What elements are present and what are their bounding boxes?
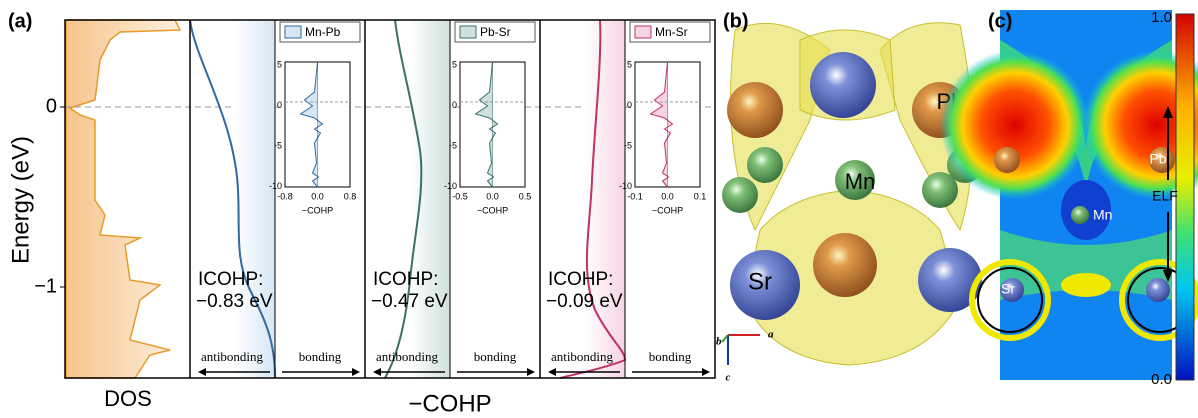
arrow-label: bonding (299, 349, 342, 364)
inset-x-label: −COHP (477, 205, 508, 215)
panel-label: (b) (723, 10, 749, 32)
cohp-band (410, 20, 450, 378)
inset-y-tick: -5 (449, 140, 457, 150)
inset-x-tick: 0.0 (486, 191, 499, 201)
icohp-value: −0.83 eV (196, 291, 273, 312)
legend-label: Pb-Sr (480, 25, 511, 39)
arrow-label: antibonding (376, 349, 439, 364)
cohp-label: −COHP (408, 390, 491, 417)
atom-label: Pb (1149, 151, 1166, 167)
icohp-label: ICOHP: (198, 269, 263, 290)
arrowhead (548, 368, 556, 376)
inset-x-tick: -0.5 (452, 191, 468, 201)
page: {"panels": { "a": {"label": "(a)", "y_ax… (0, 0, 1198, 418)
inset-y-tick: 0 (627, 100, 632, 110)
arrow-label: bonding (474, 349, 517, 364)
icohp-label: ICOHP: (373, 269, 438, 290)
colorbar-tick: 0.0 (1151, 371, 1172, 388)
inset-x-tick: 0.5 (519, 191, 532, 201)
dos-area (66, 20, 180, 378)
y-axis-label: Energy (eV) (7, 136, 34, 264)
panel-label: (a) (8, 10, 32, 32)
icohp-label: ICOHP: (548, 269, 613, 290)
inset-x-tick: -0.8 (277, 191, 293, 201)
cohp-band (235, 20, 275, 378)
inset-y-tick: -5 (624, 140, 632, 150)
inset-x-tick: 0.0 (311, 191, 324, 201)
structure (722, 23, 983, 365)
arrow-label: antibonding (201, 349, 264, 364)
inset-y-tick: 5 (452, 59, 457, 69)
arrow-label: antibonding (551, 349, 614, 364)
inset-y-tick: 5 (627, 59, 632, 69)
inset-x-label: −COHP (652, 205, 683, 215)
inset-x-tick: 0.0 (661, 191, 674, 201)
arrowhead (373, 368, 381, 376)
arrowhead (198, 368, 206, 376)
legend-label: Mn-Sr (655, 25, 688, 39)
inset-y-tick: -10 (619, 181, 632, 191)
axis-label: a (768, 329, 774, 341)
arrow-label: bonding (649, 349, 692, 364)
axis-label: b (716, 336, 722, 348)
atom-label: Sr (1001, 281, 1015, 297)
dos-label: DOS (104, 386, 152, 411)
atom-label: Mn (845, 169, 876, 194)
inset-y-tick: -10 (269, 181, 282, 191)
panel-label: (c) (988, 10, 1012, 32)
legend-swatch (285, 26, 301, 38)
icohp-value: −0.09 eV (546, 291, 623, 312)
inset-y-tick: 0 (452, 100, 457, 110)
inset-x-tick: -0.1 (627, 191, 643, 201)
inset-x-tick: 0.8 (344, 191, 357, 201)
inset-x-tick: 0.1 (694, 191, 707, 201)
inset-y-tick: 0 (277, 100, 282, 110)
figure: (a) Energy (eV) 0 −1 DOS −COHP Mn-Pb 5 0 -5… (0, 0, 1198, 418)
colorbar-tick: 1.0 (1151, 9, 1172, 26)
atom-label: Mn (1093, 207, 1112, 223)
arrowhead (702, 368, 710, 376)
y-tick-label: −1 (34, 275, 57, 297)
y-tick-label: 0 (46, 95, 57, 117)
inset-y-tick: -10 (444, 181, 457, 191)
legend-label: Mn-Pb (305, 25, 341, 39)
arrowhead (527, 368, 535, 376)
legend-swatch (460, 26, 476, 38)
elf-label: ELF (1152, 188, 1178, 204)
arrowhead (352, 368, 360, 376)
inset-y-tick: 5 (277, 59, 282, 69)
legend-swatch (635, 26, 651, 38)
icohp-value: −0.47 eV (371, 291, 448, 312)
atom-label: Sr (748, 268, 772, 295)
inset-y-tick: -5 (274, 140, 282, 150)
inset-x-label: −COHP (302, 205, 333, 215)
axis-label: c (726, 372, 731, 384)
